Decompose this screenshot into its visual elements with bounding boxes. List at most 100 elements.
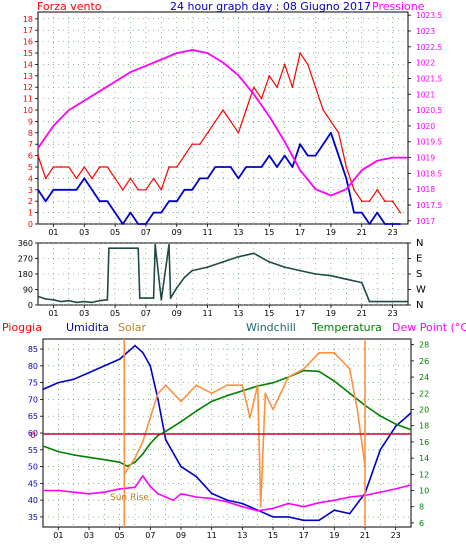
- data-point: [180, 420, 182, 423]
- data-point: [103, 491, 106, 493]
- data-point: [149, 416, 152, 419]
- data-point: [394, 488, 397, 490]
- y-left-tick-label: 35: [28, 513, 38, 522]
- x-tick-label: 07: [141, 228, 151, 237]
- y-right-tick-label: 1020: [416, 122, 435, 131]
- data-point: [268, 154, 271, 157]
- data-point: [108, 247, 110, 249]
- data-point: [149, 485, 152, 488]
- data-point: [160, 299, 163, 301]
- x-tick-label: 11: [202, 228, 212, 237]
- data-point: [191, 189, 193, 191]
- data-point: [237, 255, 240, 258]
- data-point: [283, 266, 286, 268]
- data-point: [106, 299, 109, 301]
- y-right-tick-label: 1021.5: [416, 74, 442, 83]
- data-point: [134, 344, 136, 347]
- data-point: [314, 273, 317, 275]
- data-point: [195, 384, 198, 386]
- data-point: [368, 223, 371, 225]
- data-point: [299, 52, 301, 54]
- data-point: [318, 519, 320, 522]
- data-point: [356, 408, 359, 411]
- data-point: [121, 223, 124, 225]
- data-point: [214, 120, 217, 123]
- data-point: [103, 458, 106, 461]
- data-point: [60, 189, 62, 191]
- data-point: [333, 499, 336, 502]
- sun-rise-label: Sun Rise: [110, 493, 149, 503]
- data-point: [42, 445, 44, 447]
- data-point: [91, 177, 93, 180]
- y-left-tick-label: 45: [28, 479, 38, 488]
- data-point: [72, 454, 75, 456]
- data-point: [91, 189, 93, 191]
- data-point: [172, 499, 175, 502]
- y-right-tick-label: N: [416, 238, 423, 249]
- data-point: [149, 442, 152, 445]
- x-tick-label: 11: [207, 531, 217, 540]
- y-left-tick-label: 75: [28, 379, 38, 388]
- data-point: [103, 365, 106, 367]
- x-tick-label: 07: [141, 309, 151, 318]
- y-left-tick-label: 4: [28, 174, 33, 183]
- x-tick-label: 01: [53, 531, 63, 540]
- data-point: [394, 425, 397, 428]
- y-right-tick-label: 1018.5: [416, 169, 442, 178]
- data-point: [106, 166, 109, 168]
- data-point: [376, 159, 378, 162]
- data-point: [306, 63, 309, 66]
- data-point: [152, 177, 155, 180]
- data-point: [175, 52, 178, 54]
- data-point: [391, 200, 394, 203]
- data-point: [222, 166, 224, 168]
- x-tick-label: 15: [268, 531, 278, 540]
- y-right-tick-label: 1019: [416, 154, 435, 163]
- data-point: [168, 243, 170, 246]
- data-point: [376, 211, 378, 214]
- data-point: [322, 143, 325, 146]
- data-point: [291, 86, 294, 89]
- data-point: [407, 300, 409, 303]
- y-right-tick-label: 1019.5: [416, 138, 442, 147]
- y-left-tick-label: 85: [28, 345, 38, 354]
- data-point: [237, 74, 240, 77]
- data-point: [106, 200, 109, 203]
- data-point: [399, 223, 402, 225]
- y-left-tick-label: 9: [28, 117, 33, 126]
- y-left-tick-label: 18: [23, 15, 33, 24]
- data-point: [333, 509, 336, 512]
- data-point: [42, 388, 44, 391]
- x-tick-label: 09: [172, 309, 182, 318]
- x-tick-label: 23: [387, 309, 397, 318]
- data-point: [245, 166, 247, 168]
- data-point: [268, 75, 271, 77]
- y-left-tick-label: 50: [28, 463, 38, 472]
- y-left-tick-label: 10: [23, 106, 33, 115]
- y-left-tick-label: 15: [23, 49, 33, 58]
- data-point: [256, 384, 259, 386]
- data-point: [137, 223, 140, 225]
- series-line-0: [37, 52, 401, 213]
- data-point: [210, 400, 213, 403]
- data-point: [52, 189, 55, 191]
- data-point: [157, 392, 159, 395]
- data-point: [379, 491, 382, 493]
- data-point: [272, 408, 274, 411]
- y-left-tick-label: 0: [28, 301, 33, 310]
- pressure-title: Pressione: [372, 0, 425, 13]
- x-tick-label: 19: [329, 531, 339, 540]
- data-point: [283, 63, 286, 66]
- data-point: [264, 392, 267, 395]
- data-point: [114, 80, 116, 83]
- y-left-tick-label: 80: [28, 362, 38, 371]
- data-point: [126, 351, 129, 354]
- data-point: [141, 351, 144, 354]
- data-point: [314, 86, 317, 89]
- data-point: [98, 299, 101, 302]
- data-point: [42, 489, 44, 492]
- data-point: [253, 86, 255, 89]
- data-point: [44, 298, 47, 300]
- data-point: [283, 154, 286, 157]
- y-left-tick-label: 65: [28, 412, 38, 421]
